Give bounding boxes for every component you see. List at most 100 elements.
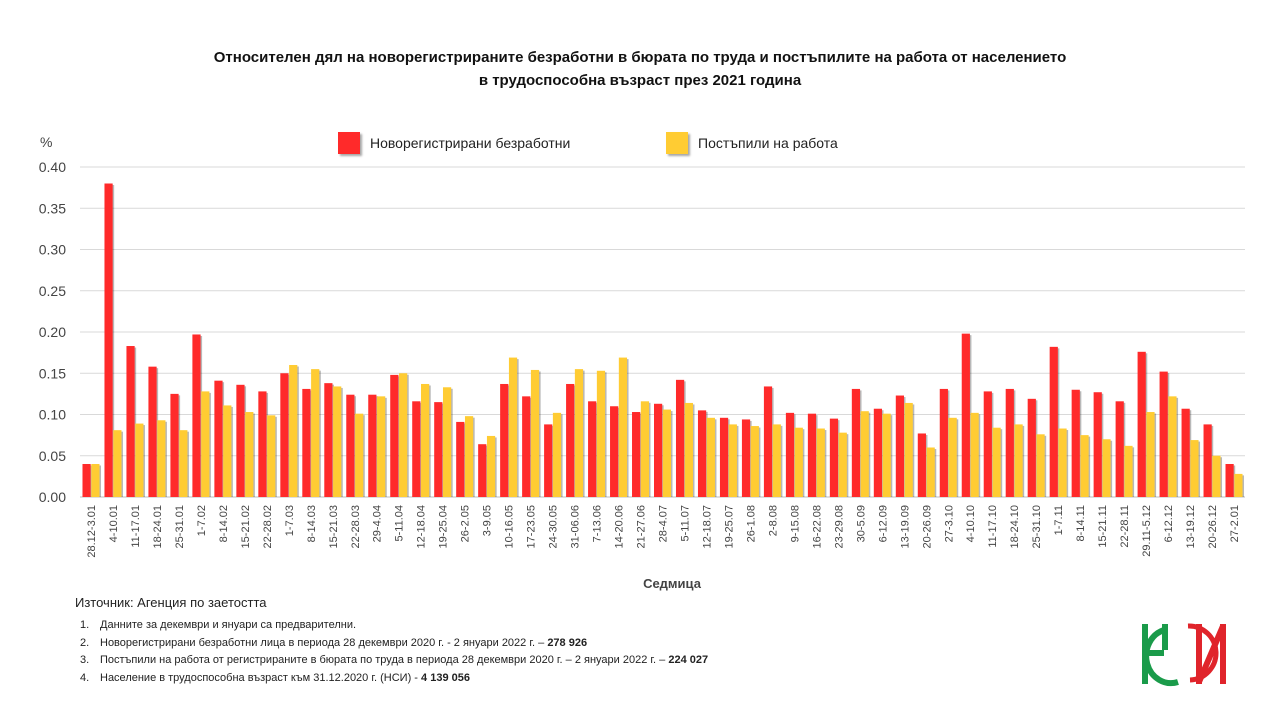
x-tick-label: 23-29.08: [833, 505, 845, 548]
legend-label-employed: Постъпили на работа: [698, 135, 838, 151]
bar-unemployed: [1005, 388, 1014, 497]
bar-unemployed: [1093, 392, 1102, 497]
x-tick-label: 13-19.09: [899, 505, 911, 548]
bar-employed: [1234, 473, 1243, 497]
x-tick-label: 22-28.03: [350, 505, 362, 548]
bar-employed: [135, 423, 144, 497]
bar-unemployed: [214, 380, 223, 497]
legend-item-unemployed: Новорегистрирани безработни: [338, 131, 570, 155]
source-note: Източник: Агенция по заетостта: [75, 595, 267, 610]
bar-employed: [267, 415, 276, 497]
bar-employed: [1102, 439, 1111, 497]
x-tick-label: 29.11-5.12: [1141, 505, 1153, 557]
x-tick-label: 29-4.04: [372, 505, 384, 542]
bar-employed: [1058, 428, 1067, 497]
footnote-4: 4. Население в трудоспособна възраст към …: [80, 671, 470, 684]
y-tick-label: 0.20: [39, 324, 66, 340]
x-tick-label: 10-16.05: [504, 505, 516, 548]
bar-employed: [838, 432, 847, 497]
x-axis-title: Седмица: [643, 576, 701, 591]
bar-unemployed: [302, 388, 311, 497]
bar-unemployed: [610, 406, 619, 497]
bar-employed: [91, 464, 100, 497]
x-tick-label: 20-26.09: [921, 505, 933, 548]
bar-employed: [794, 427, 803, 497]
bar-employed: [530, 369, 540, 497]
bar-employed: [552, 412, 562, 497]
bar-employed: [508, 357, 518, 497]
bar-unemployed: [390, 374, 399, 497]
x-tick-label: 8-14.11: [1075, 505, 1087, 542]
bar-unemployed: [1159, 371, 1168, 497]
y-tick-label: 0.40: [39, 159, 66, 175]
footnotes: 1. Данните за декември и януари са предва…: [80, 617, 708, 687]
bar-employed: [1168, 396, 1177, 497]
x-tick-label: 20-26.12: [1207, 505, 1219, 548]
bar-employed: [640, 401, 650, 497]
bar-unemployed: [522, 396, 531, 497]
bar-unemployed: [654, 403, 663, 497]
bar-unemployed: [258, 391, 267, 497]
bar-unemployed: [895, 395, 904, 497]
bar-employed: [772, 424, 781, 497]
bar-unemployed: [807, 413, 817, 497]
bar-unemployed: [104, 183, 113, 497]
bar-employed: [574, 369, 584, 497]
x-tick-label: 8-14.02: [218, 505, 230, 542]
bar-unemployed: [1225, 464, 1234, 497]
footnote-2: 2. Новорегистрирани безработни лица в пер…: [80, 636, 588, 649]
x-tick-label: 28-4.07: [658, 505, 670, 542]
bar-unemployed: [1203, 424, 1212, 497]
bar-unemployed: [829, 418, 839, 497]
bar-unemployed: [632, 412, 641, 497]
x-tick-label: 28.12-3.01: [86, 505, 98, 558]
bar-employed: [157, 420, 166, 497]
bar-unemployed: [1181, 408, 1190, 497]
x-tick-label: 15-21.11: [1097, 505, 1109, 548]
bar-unemployed: [917, 433, 926, 497]
bar-employed: [442, 387, 452, 497]
bar-unemployed: [588, 401, 597, 497]
bar-employed: [728, 424, 737, 497]
bar-employed: [201, 391, 210, 497]
bar-unemployed: [500, 383, 509, 497]
bar-unemployed: [1137, 351, 1146, 497]
bar-unemployed: [148, 366, 157, 497]
bar-employed: [992, 427, 1001, 497]
bar-employed: [289, 365, 298, 497]
x-tick-label: 22-28.11: [1119, 505, 1131, 548]
y-tick-label: 0.05: [39, 448, 66, 464]
bar-employed: [399, 373, 408, 497]
bar-employed: [904, 402, 913, 497]
legend-item-employed: Постъпили на работа: [666, 131, 838, 155]
bar-employed: [1212, 455, 1221, 497]
x-tick-label: 19-25.07: [723, 505, 735, 548]
x-tick-label: 5-11.04: [394, 505, 406, 542]
legend-label-unemployed: Новорегистрирани безработни: [370, 135, 571, 151]
bar-unemployed: [412, 401, 421, 497]
bar-unemployed: [785, 412, 795, 497]
bar-employed: [596, 370, 606, 497]
legend-swatch-red: [338, 132, 360, 154]
x-tick-label: 21-27.06: [636, 505, 648, 548]
bar-employed: [179, 430, 188, 497]
bar-employed: [1080, 435, 1089, 497]
x-tick-label: 30-5.09: [855, 505, 867, 542]
bar-employed: [662, 409, 671, 497]
bar-employed: [860, 411, 869, 497]
bar-unemployed: [1071, 389, 1080, 497]
bar-employed: [311, 369, 320, 497]
x-tick-label: 25-31.10: [1031, 505, 1043, 548]
bar-unemployed: [192, 334, 201, 497]
x-tick-label: 18-24.10: [1009, 505, 1021, 548]
x-tick-label: 12-18.04: [416, 505, 428, 548]
bar-unemployed: [719, 417, 729, 497]
y-tick-label: 0.00: [39, 489, 66, 505]
bar-employed: [882, 413, 891, 497]
bar-unemployed: [280, 373, 289, 497]
bar-employed: [245, 412, 254, 497]
bar-unemployed: [368, 394, 377, 497]
x-tick-label: 6-12.12: [1163, 505, 1175, 542]
x-tick-label: 11-17.01: [130, 505, 142, 548]
x-tick-label: 3-9.05: [482, 505, 494, 536]
